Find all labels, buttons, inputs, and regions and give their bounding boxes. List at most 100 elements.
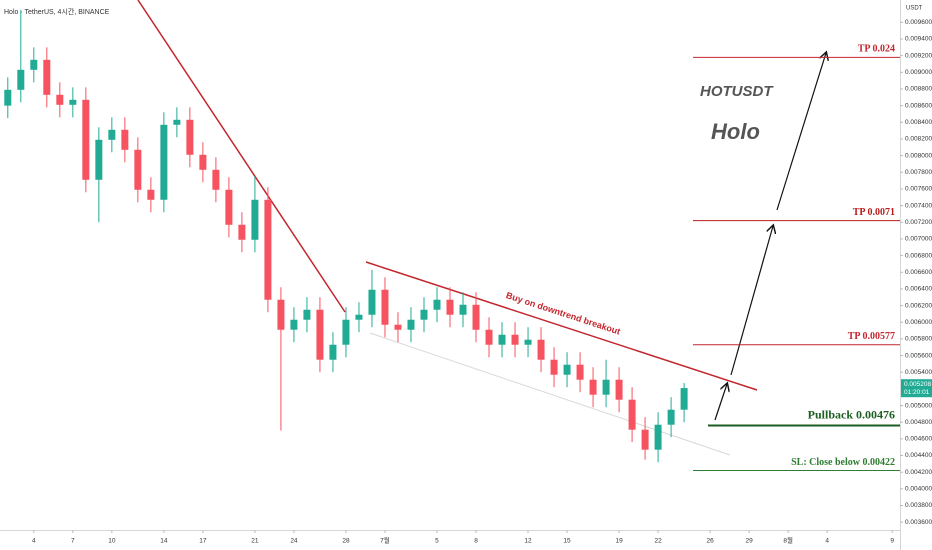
- downtrend-line: [137, 0, 346, 313]
- y-tick-label: 0.003600: [905, 519, 932, 526]
- x-tick-label: 8: [474, 538, 478, 545]
- candle-body: [446, 299, 454, 315]
- x-tick-label: 17: [199, 538, 207, 545]
- candle-body: [628, 399, 636, 430]
- candle-body: [615, 379, 623, 400]
- candle-body: [160, 124, 168, 200]
- x-tick-label: 9: [890, 538, 894, 545]
- candle-body: [576, 364, 584, 380]
- candle-body: [238, 224, 246, 240]
- y-tick-label: 0.008000: [905, 152, 932, 159]
- candle-body: [641, 429, 649, 450]
- y-tick-label: 0.004200: [905, 469, 932, 476]
- candle-body: [381, 289, 389, 325]
- candle-body: [537, 339, 545, 360]
- y-tick-label: 0.006200: [905, 302, 932, 309]
- y-tick-label: 0.008600: [905, 102, 932, 109]
- candle-body: [394, 324, 402, 330]
- x-tick-label: 4: [825, 538, 829, 545]
- candle-body: [407, 319, 415, 330]
- candle-body: [355, 314, 363, 320]
- candle-body: [316, 309, 324, 360]
- arrow: [714, 384, 727, 421]
- y-tick-label: 0.004800: [905, 419, 932, 426]
- candle-body: [524, 339, 532, 345]
- y-tick-label: 0.005000: [905, 402, 932, 409]
- candle-body: [30, 59, 38, 70]
- y-tick-label: 0.009200: [905, 52, 932, 59]
- candle-body: [108, 129, 116, 140]
- candle-body: [550, 359, 558, 375]
- x-tick-label: 4: [32, 538, 36, 545]
- candle-body: [329, 344, 337, 360]
- level-label: SL: Close below 0.00422: [791, 457, 895, 468]
- y-tick-label: 0.009000: [905, 69, 932, 76]
- y-tick-label: 0.007400: [905, 202, 932, 209]
- arrow: [776, 53, 826, 211]
- y-tick-label: 0.008200: [905, 136, 932, 143]
- price-tag: [901, 379, 932, 398]
- candle-body: [342, 319, 350, 345]
- x-tick-label: 12: [524, 538, 532, 545]
- y-tick-label: 0.007600: [905, 186, 932, 193]
- candle-body: [173, 119, 181, 125]
- x-tick-label: 26: [706, 538, 714, 545]
- candle-body: [277, 299, 285, 330]
- candle-body: [667, 409, 675, 425]
- level-label: TP 0.024: [858, 44, 895, 55]
- y-tick-label: 0.007200: [905, 219, 932, 226]
- candle-body: [459, 304, 467, 315]
- level-label: Pullback 0.00476: [808, 407, 895, 421]
- x-tick-label: 29: [746, 538, 754, 545]
- candle-body: [69, 99, 77, 105]
- candle-body: [654, 424, 662, 450]
- candle-body: [368, 289, 376, 315]
- candle-body: [303, 309, 311, 320]
- y-tick-label: 0.009400: [905, 36, 932, 43]
- countdown-label: 01:20:01: [904, 389, 930, 396]
- y-tick-label: 0.003800: [905, 502, 932, 509]
- y-tick-label: 0.005800: [905, 336, 932, 343]
- y-tick-label: 0.004600: [905, 436, 932, 443]
- y-tick-label: 0.007800: [905, 169, 932, 176]
- candle-body: [147, 189, 155, 200]
- y-tick-label: 0.005600: [905, 352, 932, 359]
- y-tick-label: 0.006000: [905, 319, 932, 326]
- x-tick-label: 8월: [783, 536, 793, 545]
- arrow: [730, 226, 773, 376]
- x-tick-label: 7: [71, 538, 75, 545]
- candle-body: [511, 334, 519, 345]
- y-tick-label: 0.009600: [905, 19, 932, 26]
- name-annotation: Holo: [711, 119, 760, 144]
- candle-body: [134, 149, 142, 190]
- candle-body: [498, 334, 506, 345]
- symbol-annotation: HOTUSDT: [700, 83, 774, 100]
- x-tick-label: 7월: [380, 536, 390, 545]
- x-tick-label: 5: [435, 538, 439, 545]
- y-tick-label: 0.008800: [905, 86, 932, 93]
- x-tick-label: 28: [342, 538, 350, 545]
- candle-body: [82, 99, 90, 180]
- x-tick-label: 14: [160, 538, 168, 545]
- unit-label: USDT: [906, 6, 923, 12]
- candle-body: [43, 59, 51, 95]
- x-tick-label: 15: [563, 538, 571, 545]
- y-tick-label: 0.006400: [905, 286, 932, 293]
- candle-body: [589, 379, 597, 395]
- x-tick-label: 19: [615, 538, 623, 545]
- y-tick-label: 0.006800: [905, 252, 932, 259]
- chart-title: Holo · TetherUS, 4시간, BINANCE: [4, 7, 110, 16]
- y-tick-label: 0.005400: [905, 369, 932, 376]
- candle-body: [472, 304, 480, 330]
- candle-body: [4, 89, 12, 106]
- y-tick-label: 0.004000: [905, 486, 932, 493]
- level-label: TP 0.0071: [853, 207, 895, 218]
- x-tick-label: 10: [108, 538, 116, 545]
- channel-top: [365, 261, 758, 391]
- candle-body: [212, 169, 220, 190]
- y-tick-label: 0.008400: [905, 119, 932, 126]
- candle-body: [186, 119, 194, 155]
- y-tick-label: 0.006600: [905, 269, 932, 276]
